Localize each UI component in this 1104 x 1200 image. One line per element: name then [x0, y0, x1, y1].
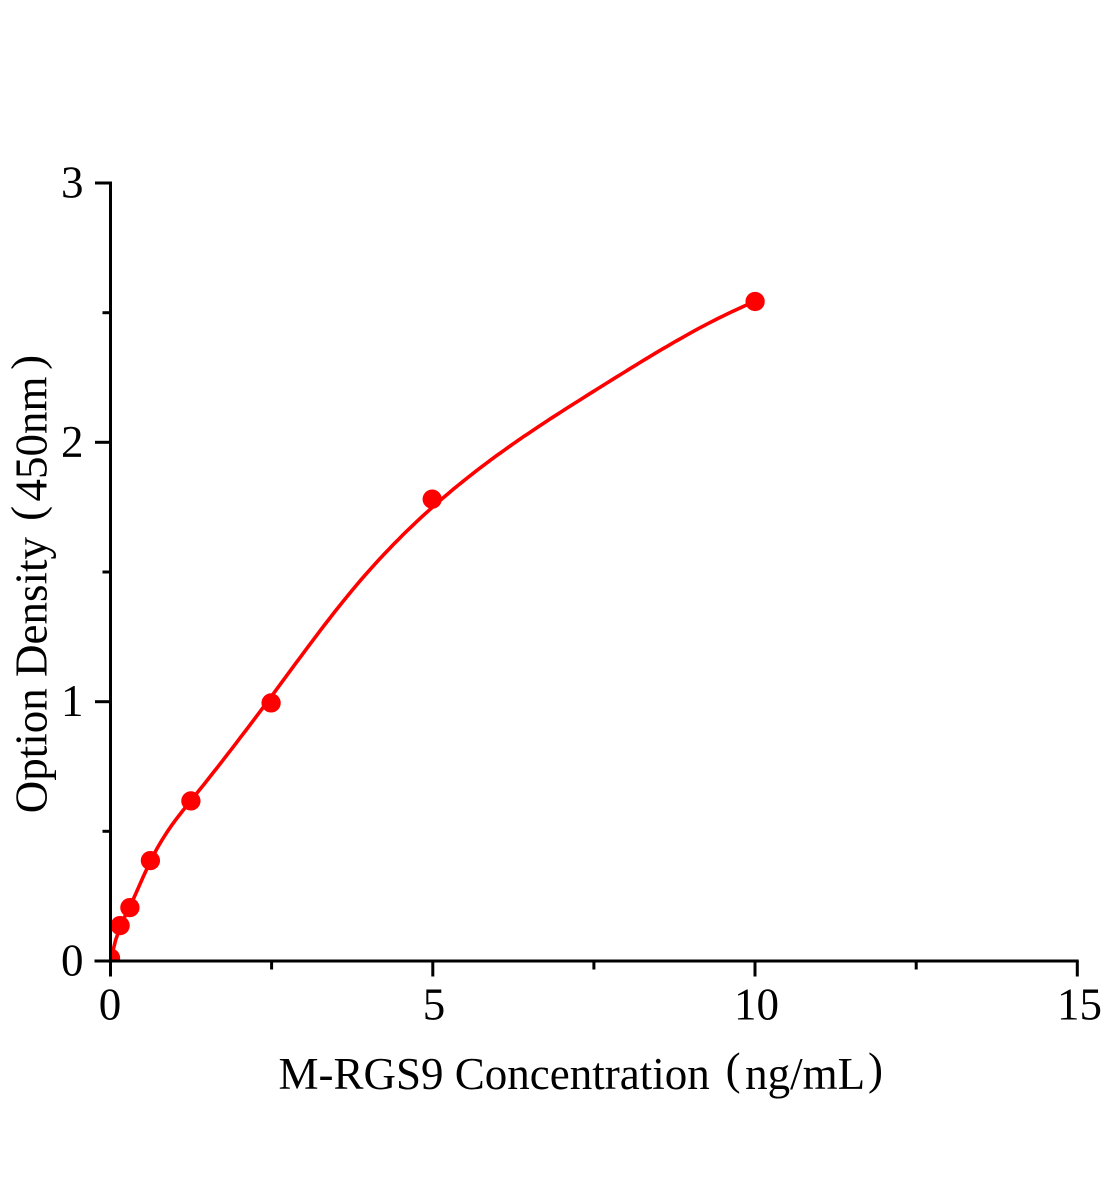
svg-text:3: 3	[61, 158, 84, 208]
svg-text:1: 1	[61, 676, 84, 726]
svg-text:450nm: 450nm	[7, 376, 57, 501]
svg-text:Option Density: Option Density	[7, 536, 57, 813]
svg-text:0: 0	[61, 936, 84, 986]
svg-text:): )	[868, 1044, 883, 1094]
svg-text:ng/mL: ng/mL	[745, 1049, 865, 1099]
svg-text:10: 10	[734, 980, 779, 1030]
svg-text:15: 15	[1057, 980, 1102, 1030]
svg-text:): )	[3, 355, 53, 370]
svg-text:5: 5	[423, 980, 446, 1030]
svg-text:(: (	[3, 506, 53, 521]
svg-text:M-RGS9 Concentration: M-RGS9 Concentration	[279, 1049, 710, 1099]
svg-text:0: 0	[99, 980, 122, 1030]
svg-text:(: (	[726, 1044, 741, 1094]
svg-text:2: 2	[61, 417, 84, 467]
